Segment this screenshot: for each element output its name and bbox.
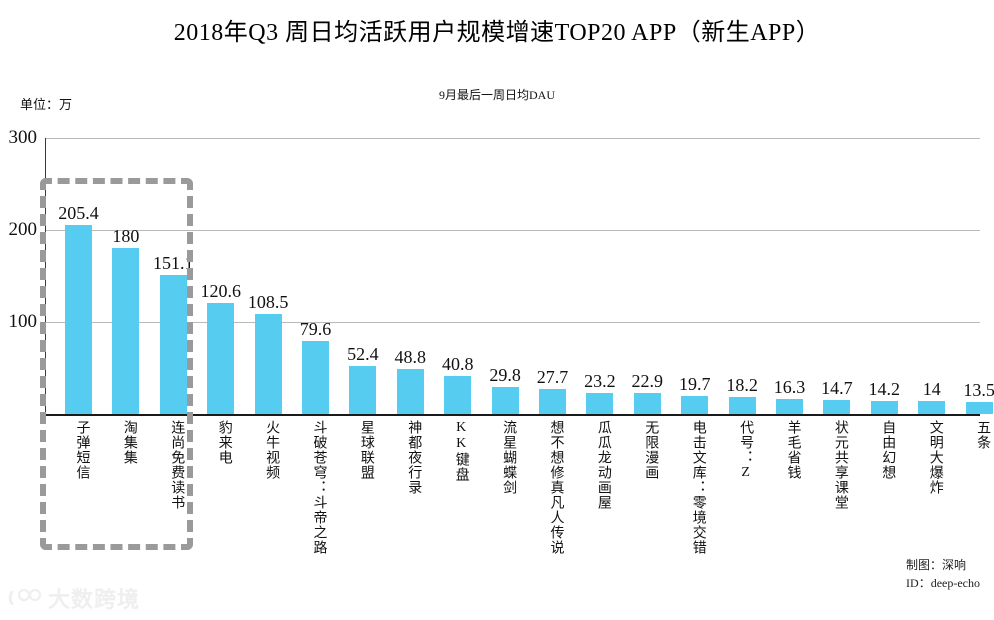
bar[interactable] [965,401,993,414]
x-axis-category-label: KK键盘 [453,420,469,482]
bar-group[interactable]: 79.6 [300,320,331,414]
bar-group[interactable]: 108.5 [248,293,288,414]
bar-value-label: 151.1 [153,253,194,273]
bar-group[interactable]: 18.2 [726,376,758,414]
x-axis-category-label: 豹来电 [216,420,232,465]
bar-value-label: 79.6 [299,318,332,339]
bar[interactable] [728,397,756,414]
x-axis-category-label: 羊毛省钱 [785,420,801,480]
gridline-300: 300 [9,127,980,148]
x-axis-category-label: 文明大爆炸 [927,420,943,495]
credit-id: ID：deep-echo [906,575,980,590]
chart-subtitle: 9月最后一周日均DAU [439,88,555,102]
bar[interactable] [349,365,377,414]
bar-value-label: 14.2 [868,378,901,399]
bar-group[interactable]: 23.2 [584,372,616,414]
bar[interactable] [918,401,946,414]
bar[interactable] [302,340,329,414]
bar[interactable] [159,275,187,414]
y-axis-tick-label: 100 [8,311,38,332]
y-axis-tick-label: 300 [8,127,38,148]
bar-value-label: 14 [922,379,941,400]
bar-value-label: 120.6 [200,281,241,302]
bar-value-label: 205.4 [58,203,99,224]
bar-value-label: 18.2 [726,375,758,396]
bar-group[interactable]: 14 [918,380,946,414]
x-axis-category-label: 想不想修真凡人传说 [548,420,564,555]
x-axis-category-label: 斗破苍穹：斗帝之路 [311,420,327,555]
x-axis-category-label: 代号：Z [738,420,754,481]
bar-group[interactable]: 205.4 [58,204,99,414]
watermark-text: 大数跨境 [48,587,141,612]
bar-value-label: 14.7 [821,378,853,399]
bar-value-label: 108.5 [247,292,289,313]
bar-value-label: 16.3 [773,377,806,398]
x-axis-category-label: 五条 [975,420,991,450]
x-axis-line [45,414,980,416]
bar-value-label: 52.4 [347,343,379,364]
bar-group[interactable]: 52.4 [347,345,379,414]
bar-group[interactable]: 180 [112,227,140,414]
bar[interactable] [681,395,709,414]
bar-group[interactable]: 22.9 [632,372,663,414]
chart-credits: 制图：深响 ID：deep-echo [906,557,980,592]
bar[interactable] [776,399,803,414]
bar[interactable] [396,369,424,414]
bar[interactable] [823,400,851,414]
bar-value-label: 180 [112,226,140,247]
bar-value-label: 13.5 [963,379,994,400]
bar-value-label: 22.9 [631,370,664,391]
x-axis-category-label: 状元共享课堂 [832,420,848,510]
x-axis-category-label: 瓜瓜龙动画屋 [595,420,611,510]
bar[interactable] [491,386,519,414]
y-axis-unit-label: 单位：万 [20,97,73,112]
bar[interactable] [207,303,235,414]
bar[interactable] [539,388,566,414]
x-axis-category-label: 自由幻想 [880,420,896,480]
bar-group[interactable]: 14.7 [821,379,853,414]
bar[interactable] [870,400,898,414]
bar-value-label: 19.7 [678,373,711,394]
y-axis-tick-label: 200 [8,219,38,240]
bar-group[interactable]: 27.7 [537,368,568,414]
x-axis-category-label: 无限漫画 [643,420,659,480]
x-axis-category-label: 连尚免费读书 [169,420,185,510]
x-axis-category-label: 神都夜行录 [406,420,422,495]
x-axis-category-label: 电击文库：零境交错 [690,420,706,555]
bar-value-label: 48.8 [394,347,427,368]
bar[interactable] [112,248,140,414]
x-axis-category-label: 火牛视频 [264,420,280,480]
bar[interactable] [254,314,282,414]
bar-group[interactable]: 120.6 [200,282,241,414]
bar-group[interactable]: 14.2 [869,380,900,414]
bar-group[interactable]: 16.3 [774,378,805,414]
bar-group[interactable]: 151.1 [153,254,194,414]
page-title: 2018年Q3 周日均活跃用户规模增速TOP20 APP（新生APP） [173,20,821,46]
bar-value-label: 40.8 [441,354,474,375]
watermark-logo-icon [8,588,42,605]
x-axis-category-label: 子弹短信 [74,420,90,480]
x-axis-category-label: 流星蝴蝶剑 [501,420,517,495]
bar[interactable] [444,376,472,414]
bar-group[interactable]: 19.7 [679,375,710,414]
plot-area: 100 200 300 [9,127,980,415]
bar-group[interactable]: 13.5 [963,381,994,414]
bar-group[interactable]: 29.8 [489,366,521,414]
credit-author: 制图：深响 [906,558,967,573]
bar[interactable] [633,392,661,414]
bar-value-label: 29.8 [489,364,521,385]
gridline-100: 100 [9,311,980,332]
bar-group[interactable]: 40.8 [442,355,473,414]
bar-group[interactable]: 48.8 [395,348,426,414]
watermark: 大数跨境 [8,582,140,614]
bar-value-label: 23.2 [584,370,616,391]
x-axis-category-label: 星球联盟 [358,420,374,480]
x-axis-category-label: 淘集集 [121,420,137,465]
bar[interactable] [586,392,614,414]
bar[interactable] [65,225,92,414]
gridline-200: 200 [9,219,980,240]
bar-value-label: 27.7 [536,366,569,387]
